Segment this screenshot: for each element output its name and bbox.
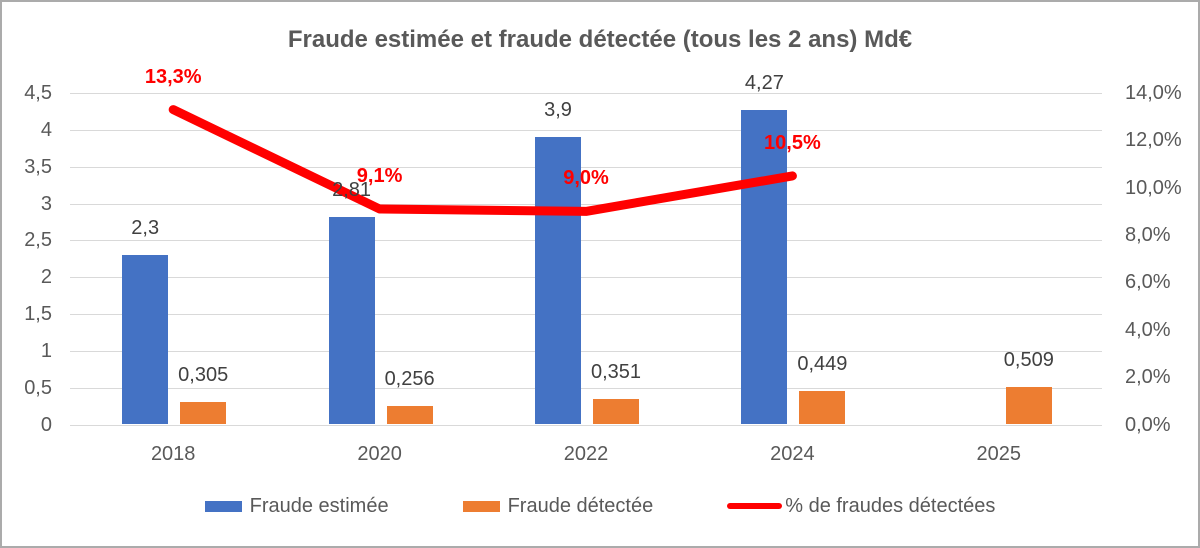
legend-line-swatch-pct-fraudes <box>727 503 783 509</box>
legend-item-pct-fraudes: % de fraudes détectées <box>727 496 995 516</box>
left-axis-tick-label: 1,5 <box>24 303 52 325</box>
bar-value-label: 0,449 <box>797 353 848 376</box>
bar-fraude-estimee-2020 <box>328 217 375 425</box>
gridline <box>70 424 1102 426</box>
bar-fraude-detectee-2025 <box>1005 387 1052 425</box>
line-point-label: 9,0% <box>563 167 609 190</box>
x-axis-label-2025: 2025 <box>976 443 1022 465</box>
left-axis-tick-label: 0,5 <box>24 376 52 399</box>
bar-fraude-detectee-2022 <box>593 398 639 425</box>
left-axis-tick-label: 3 <box>40 192 52 215</box>
x-axis-label-2022: 2022 <box>563 443 609 465</box>
legend-label-fraude-estimee: Fraude estimée <box>249 495 389 517</box>
gridline <box>70 93 1102 94</box>
left-axis-tick-label: 0 <box>40 413 52 436</box>
right-axis-tick-label: 0,0% <box>1125 413 1171 436</box>
gridline <box>70 203 1102 205</box>
x-axis-label-2024: 2024 <box>770 443 815 465</box>
bar-fraude-detectee-2018 <box>180 402 227 425</box>
gridline <box>70 240 1102 242</box>
bar-fraude-estimee-2024 <box>741 109 788 425</box>
left-axis-tick-label: 1 <box>40 339 52 362</box>
left-axis-tick-label: 4 <box>40 118 52 141</box>
right-axis-tick-label: 6,0% <box>1125 271 1171 294</box>
bar-value-label: 0,305 <box>178 364 229 387</box>
bar-value-label: 0,256 <box>384 367 435 390</box>
right-axis-tick-label: 14,0% <box>1125 82 1182 104</box>
right-axis-tick-label: 4,0% <box>1125 318 1171 341</box>
legend-swatch-fraude-estimee <box>204 500 242 512</box>
bar-value-label: 0,509 <box>1003 349 1054 371</box>
line-point-label: 9,1% <box>356 165 403 188</box>
bar-value-label: 4,27 <box>744 71 784 94</box>
left-axis-tick-label: 2 <box>40 266 52 289</box>
left-axis-tick-label: 3,5 <box>24 155 52 178</box>
right-axis-tick-label: 2,0% <box>1125 366 1171 389</box>
legend-item-fraude-estimee: Fraude estimée <box>204 495 389 517</box>
x-axis-label-2018: 2018 <box>150 443 196 465</box>
x-axis-label-2020: 2020 <box>357 443 402 465</box>
bar-value-label: 3,9 <box>544 99 572 122</box>
line-point-label: 10,5% <box>764 131 821 154</box>
pct-fraudes-polyline <box>168 105 797 216</box>
legend-label-pct-fraudes: % de fraudes détectées <box>785 495 996 517</box>
bar-fraude-detectee-2020 <box>386 405 433 425</box>
legend-swatch-fraude-detectee <box>462 500 500 512</box>
bar-fraude-detectee-2024 <box>799 391 846 425</box>
bar-value-label: 2,81 <box>332 179 372 202</box>
right-axis-tick-label: 12,0% <box>1125 129 1182 152</box>
line-point-label: 13,3% <box>144 65 202 88</box>
legend-item-fraude-detectee: Fraude détectée <box>462 495 654 517</box>
left-axis-tick-label: 4,5 <box>24 82 52 104</box>
right-axis-tick-label: 10,0% <box>1125 176 1182 199</box>
bar-fraude-estimee-2018 <box>122 255 169 425</box>
gridline <box>70 277 1102 279</box>
gridline <box>70 314 1102 315</box>
gridline <box>70 350 1102 352</box>
gridline <box>70 129 1102 131</box>
bar-value-label: 0,351 <box>590 360 642 383</box>
legend-label-fraude-detectee: Fraude détectée <box>507 495 654 517</box>
right-axis-tick-label: 8,0% <box>1125 224 1171 247</box>
legend: Fraude estimée Fraude détectée % de frau… <box>2 496 1198 516</box>
gridline <box>70 387 1102 389</box>
bar-value-label: 2,3 <box>131 217 160 240</box>
left-axis-tick-label: 2,5 <box>24 229 52 252</box>
chart-title: Fraude estimée et fraude détectée (tous … <box>287 26 913 53</box>
